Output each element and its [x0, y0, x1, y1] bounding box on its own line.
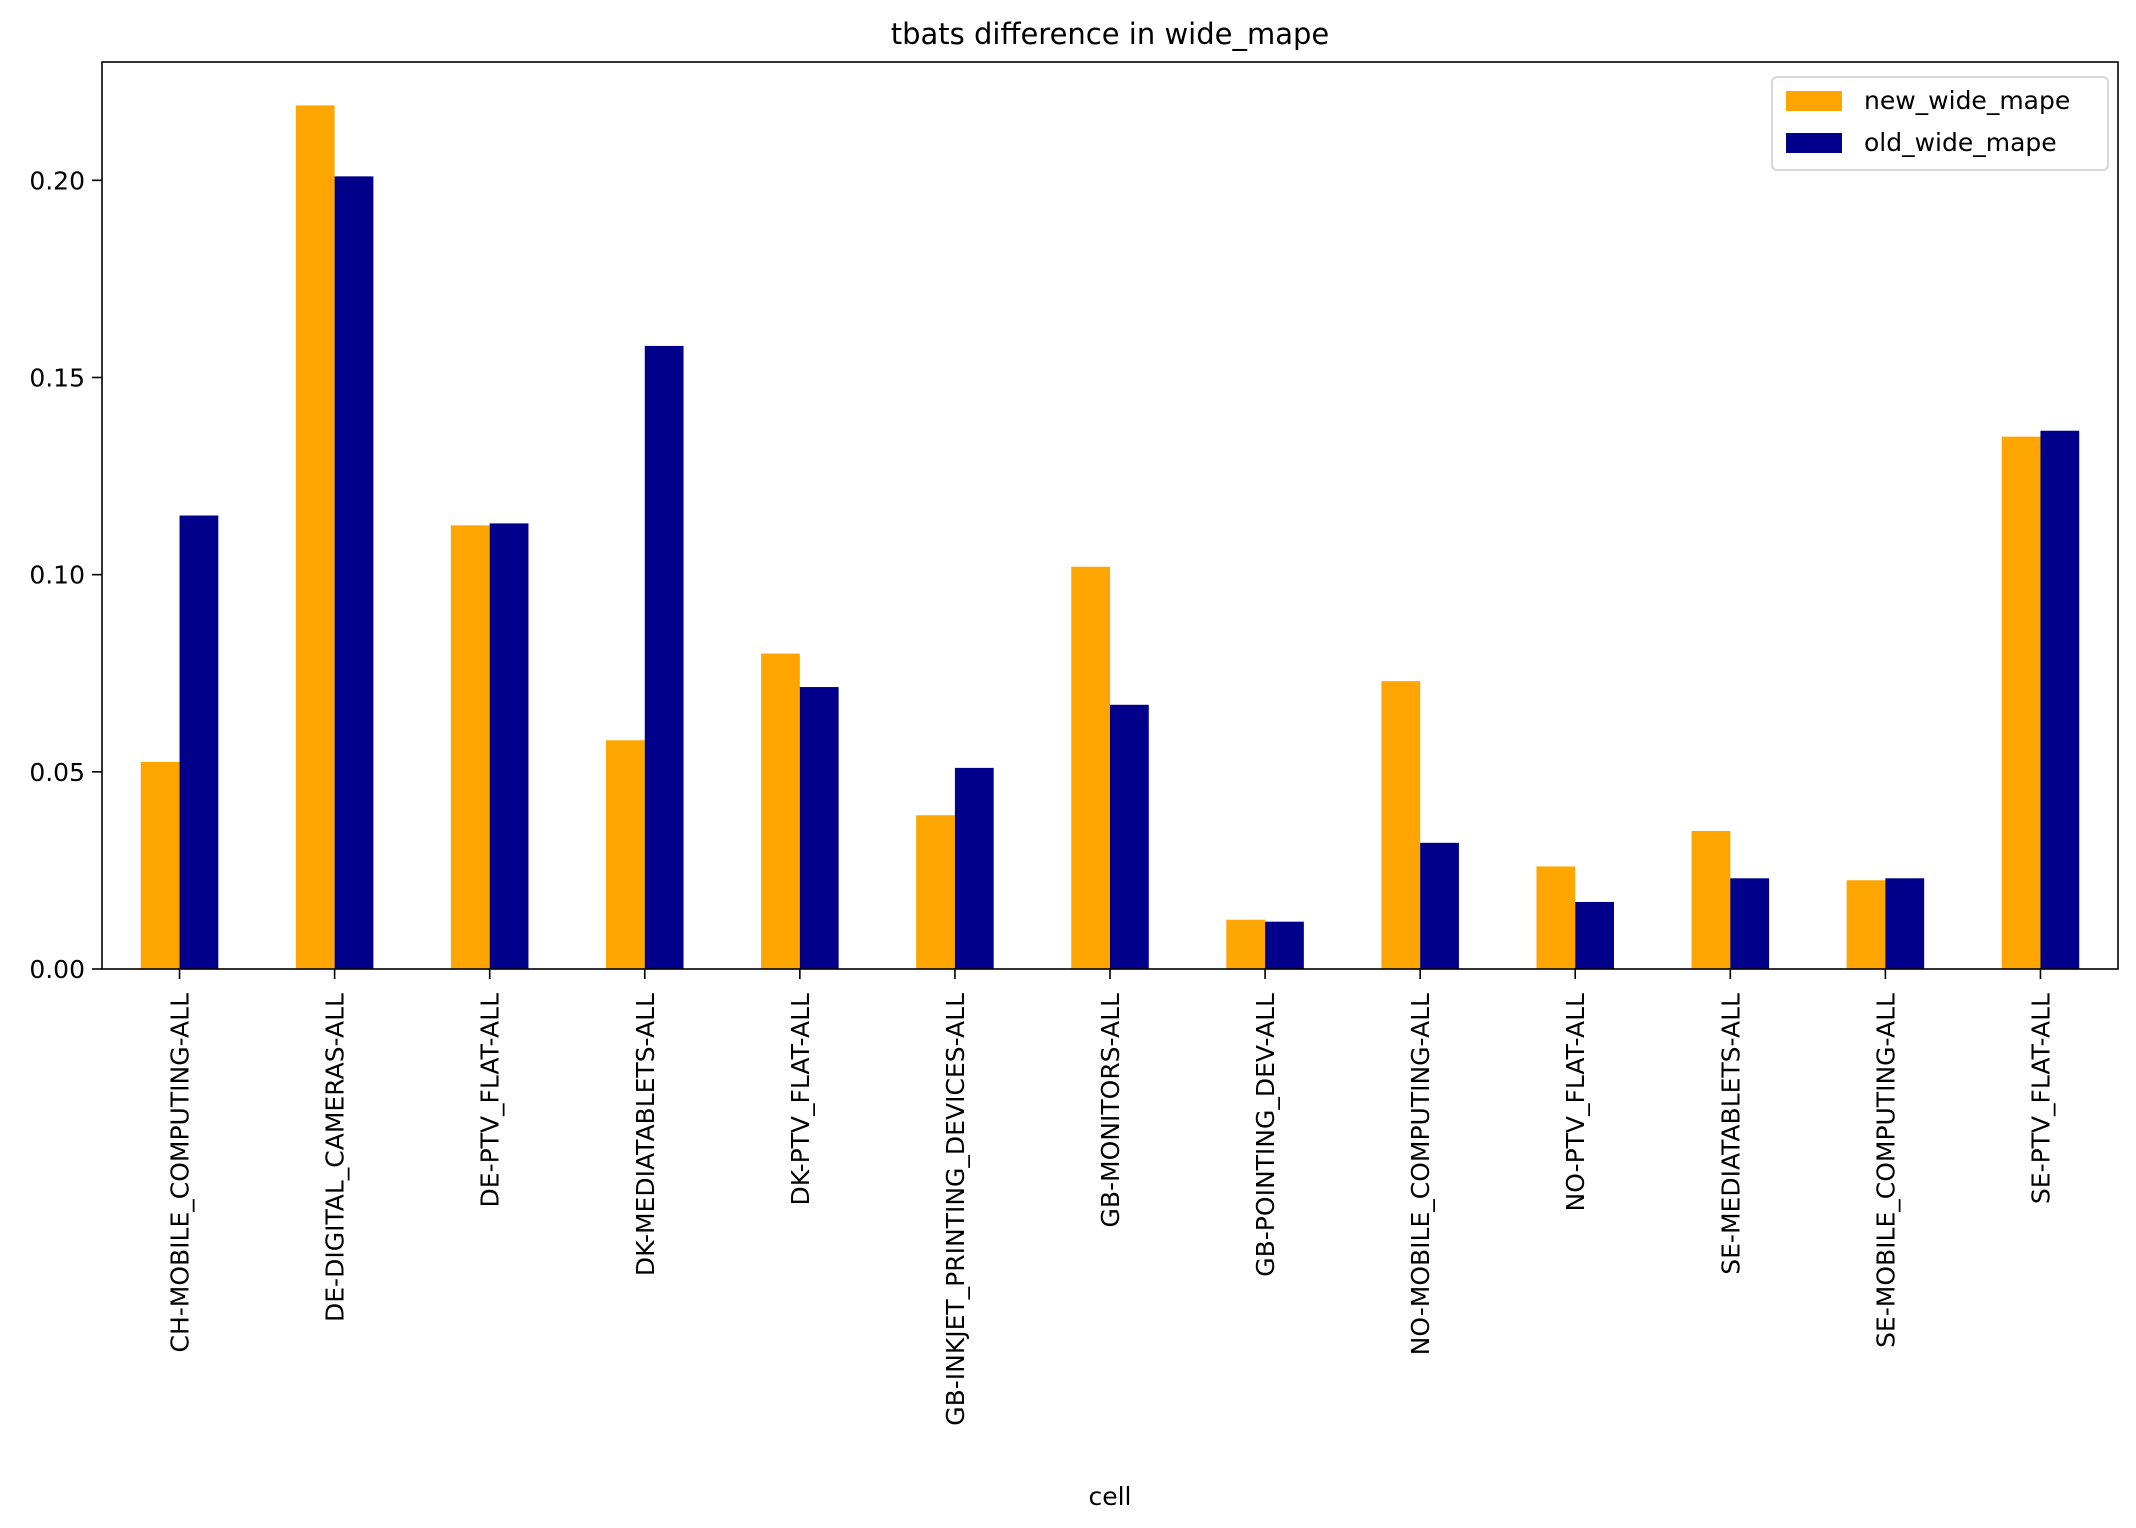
y-axis: 0.00 0.05 0.10 0.15 0.20: [29, 166, 102, 984]
bar-old-wide-mape-ch-mobile-computing-all: [179, 515, 219, 969]
bar-new-wide-mape-se-mediatablets-all: [1691, 830, 1731, 969]
bar-old-wide-mape-se-ptv-flat-all: [2040, 430, 2080, 970]
bar-new-wide-mape-se-ptv-flat-all: [2001, 436, 2041, 969]
bar-new-wide-mape-no-ptv-flat-all: [1536, 866, 1576, 969]
bar-old-wide-mape-gb-monitors-all: [1110, 704, 1149, 969]
x-tick-label: DK-PTV_FLAT-ALL: [786, 993, 815, 1206]
bar-new-wide-mape-no-mobile-computing-all: [1381, 681, 1421, 969]
bar-old-wide-mape-dk-ptv-flat-all: [799, 687, 839, 969]
x-tick-label: NO-PTV_FLAT-ALL: [1561, 993, 1590, 1212]
x-tick-label: DE-PTV_FLAT-ALL: [476, 993, 505, 1208]
bar-new-wide-mape-dk-ptv-flat-all: [761, 653, 800, 969]
plot-frame: [101, 61, 2119, 970]
bar-old-wide-mape-dk-mediatablets-all: [644, 345, 684, 969]
x-tick-label: GB-INKJET_PRINTING_DEVICES-ALL: [941, 993, 970, 1426]
x-tick-label: DK-MEDIATABLETS-ALL: [631, 993, 660, 1276]
y-tick-label: 0.20: [29, 166, 85, 195]
legend: new_wide_mape old_wide_mape: [1771, 76, 2109, 171]
bar-old-wide-mape-se-mobile-computing-all: [1885, 878, 1925, 969]
y-tick-label: 0.10: [29, 561, 85, 590]
legend-frame: [1771, 76, 2109, 171]
bar-old-wide-mape-de-ptv-flat-all: [489, 523, 529, 969]
legend-swatch-new-wide-mape: [1786, 91, 1842, 111]
x-tick-label: SE-MEDIATABLETS-ALL: [1716, 993, 1745, 1275]
x-axis: CH-MOBILE_COMPUTING-ALL DE-DIGITAL_CAMERA…: [166, 969, 2055, 1426]
bars-layer: [140, 105, 2080, 970]
x-axis-label: cell: [1088, 1482, 1131, 1511]
x-tick-label: DE-DIGITAL_CAMERAS-ALL: [321, 993, 350, 1322]
y-tick-label: 0.00: [29, 955, 85, 984]
y-tick-label: 0.15: [29, 363, 85, 392]
bar-new-wide-mape-de-digital-cameras-all: [295, 105, 335, 969]
legend-swatch-old-wide-mape: [1786, 133, 1842, 153]
chart-title: tbats difference in wide_mape: [891, 17, 1330, 51]
legend-label-old-wide-mape: old_wide_mape: [1864, 128, 2057, 157]
bar-new-wide-mape-se-mobile-computing-all: [1846, 880, 1886, 969]
y-tick-label: 0.05: [29, 758, 85, 787]
x-tick-label: NO-MOBILE_COMPUTING-ALL: [1406, 993, 1435, 1355]
x-tick-label: GB-POINTING_DEV-ALL: [1251, 993, 1280, 1277]
bar-new-wide-mape-de-ptv-flat-all: [450, 525, 490, 969]
bar-old-wide-mape-se-mediatablets-all: [1730, 878, 1770, 969]
bar-old-wide-mape-gb-inkjet-printing-devices-all: [954, 767, 994, 969]
bar-new-wide-mape-gb-pointing-dev-all: [1226, 919, 1266, 969]
bar-old-wide-mape-no-mobile-computing-all: [1420, 842, 1459, 969]
bar-old-wide-mape-no-ptv-flat-all: [1575, 901, 1614, 969]
x-tick-label: CH-MOBILE_COMPUTING-ALL: [166, 993, 195, 1353]
bar-new-wide-mape-gb-monitors-all: [1071, 566, 1110, 969]
bar-new-wide-mape-dk-mediatablets-all: [606, 740, 645, 969]
legend-label-new-wide-mape: new_wide_mape: [1864, 86, 2070, 115]
bar-new-wide-mape-gb-inkjet-printing-devices-all: [916, 815, 955, 969]
x-tick-label: SE-MOBILE_COMPUTING-ALL: [1871, 993, 1900, 1348]
x-tick-label: SE-PTV_FLAT-ALL: [2026, 993, 2055, 1204]
bar-old-wide-mape-de-digital-cameras-all: [334, 176, 374, 970]
bar-new-wide-mape-ch-mobile-computing-all: [140, 761, 180, 969]
bar-old-wide-mape-gb-pointing-dev-all: [1265, 921, 1304, 969]
x-tick-label: GB-MONITORS-ALL: [1096, 993, 1125, 1228]
